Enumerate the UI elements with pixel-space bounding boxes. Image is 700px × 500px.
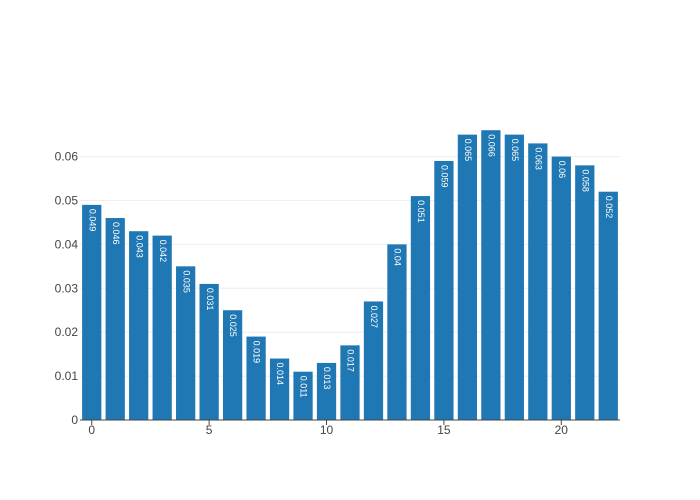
bar <box>316 362 337 420</box>
bar-data-label: 0.017 <box>346 349 356 372</box>
bar <box>152 235 172 420</box>
bar-data-label: 0.027 <box>369 305 379 328</box>
x-tick-label: 5 <box>206 423 213 437</box>
bar <box>269 358 290 420</box>
bar-data-label: 0.052 <box>604 196 614 219</box>
y-tick-label: 0.06 <box>55 150 79 164</box>
x-tick-label: 0 <box>88 423 95 437</box>
bar-data-label: 0.011 <box>299 376 309 398</box>
bar-data-label: 0.051 <box>416 200 426 223</box>
bar <box>82 204 102 420</box>
bar <box>434 160 454 420</box>
bar <box>246 336 266 420</box>
bar-data-label: 0.014 <box>275 363 285 386</box>
y-axis-ticks: 0 0.01 0.02 0.03 0.04 0.05 0.06 <box>55 150 79 427</box>
bar-data-label: 0.059 <box>440 165 450 188</box>
y-tick-label: 0.05 <box>55 193 79 207</box>
y-tick-label: 0.02 <box>55 325 79 339</box>
bar-data-label: 0.025 <box>228 314 238 337</box>
bar <box>293 371 313 420</box>
bar <box>176 266 196 420</box>
bar-data-label: 0.043 <box>134 235 144 258</box>
bar-data-label: 0.065 <box>463 139 473 162</box>
bar-data-label: 0.066 <box>486 134 496 157</box>
bar-data-label: 0.019 <box>252 341 262 364</box>
bar <box>504 134 524 421</box>
bar-data-label: 0.042 <box>158 240 168 263</box>
bar-data-label: 0.013 <box>322 367 332 390</box>
bar <box>340 345 360 420</box>
bar <box>457 134 478 421</box>
x-tick-label: 20 <box>555 423 569 437</box>
bar-data-label: 0.065 <box>510 139 520 162</box>
bars <box>82 130 618 421</box>
bar-data-label: 0.035 <box>181 270 191 293</box>
bar <box>387 244 407 420</box>
y-tick-label: 0 <box>71 413 78 427</box>
bar-data-label: 0.04 <box>393 248 403 266</box>
bar <box>481 130 501 421</box>
bar <box>105 218 125 420</box>
bar-data-label: 0.049 <box>87 209 97 232</box>
bar-data-label: 0.046 <box>111 222 121 245</box>
bar-data-label: 0.058 <box>580 169 590 192</box>
x-tick-label: 10 <box>320 423 334 437</box>
bar <box>551 156 571 420</box>
bar <box>363 301 384 420</box>
y-tick-label: 0.01 <box>55 369 79 383</box>
bar-data-label: 0.06 <box>557 161 567 179</box>
bar <box>222 310 243 420</box>
y-tick-label: 0.04 <box>55 237 79 251</box>
bar <box>410 196 431 420</box>
bar <box>528 143 548 420</box>
bar-data-label: 0.031 <box>205 288 215 311</box>
x-axis-ticks: 0 5 10 15 20 <box>88 420 568 437</box>
y-tick-label: 0.03 <box>55 281 79 295</box>
bar <box>575 165 595 420</box>
x-tick-label: 15 <box>437 423 451 437</box>
bar <box>129 231 149 420</box>
bar <box>598 191 618 420</box>
bar <box>199 283 219 420</box>
bar-data-label: 0.063 <box>533 147 543 170</box>
bar-labels: 0.049 0.046 0.043 0.042 0.035 0.031 0.025 0.019… <box>87 134 614 397</box>
